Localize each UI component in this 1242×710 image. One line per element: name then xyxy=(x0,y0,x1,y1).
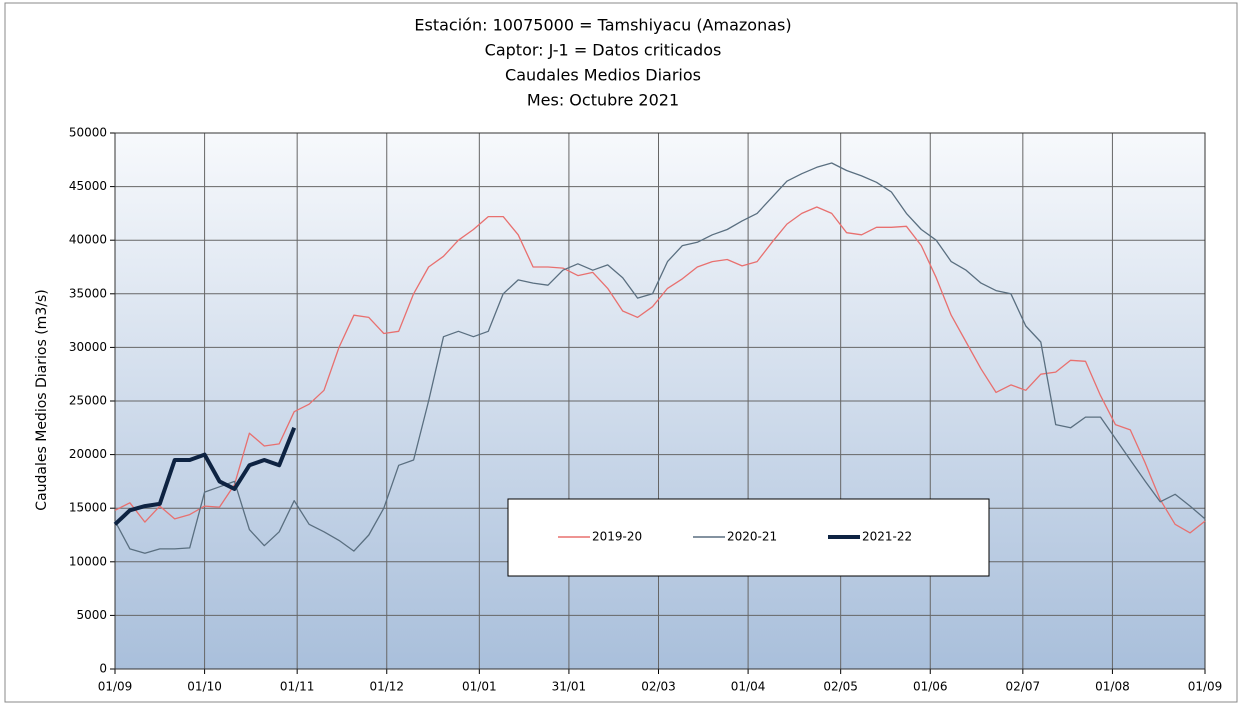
series-line xyxy=(114,206,1206,534)
chart-title: Estación: 10075000 = Tamshiyacu (Amazona… xyxy=(414,16,791,35)
y-tick-label: 35000 xyxy=(69,286,107,300)
y-tick-label: 0 xyxy=(99,662,107,676)
x-tick-label: 01/01 xyxy=(462,680,497,694)
y-tick-label: 20000 xyxy=(69,447,107,461)
series-line xyxy=(113,427,297,526)
plot-border xyxy=(114,132,1206,670)
x-tick-label: 01/10 xyxy=(187,680,222,694)
y-tick-label: 30000 xyxy=(69,340,107,354)
chart-title: Caudales Medios Diarios xyxy=(505,66,701,85)
x-tick-label: 02/05 xyxy=(823,680,858,694)
y-tick-label: 10000 xyxy=(69,554,107,568)
x-tick-label: 01/04 xyxy=(731,680,766,694)
y-axis-label: Caudales Medios Diarios (m3/s) xyxy=(34,289,50,510)
chart-title: Captor: J-1 = Datos criticados xyxy=(485,41,722,60)
y-tick-label: 15000 xyxy=(69,501,107,515)
x-tick-label: 02/07 xyxy=(1006,680,1041,694)
legend-label: 2019-20 xyxy=(592,530,642,544)
chart-title: Mes: Octubre 2021 xyxy=(527,91,679,110)
x-tick-label: 01/06 xyxy=(913,680,948,694)
x-tick-label: 01/09 xyxy=(1188,680,1223,694)
y-tick-label: 40000 xyxy=(69,233,107,247)
x-tick-label: 02/03 xyxy=(641,680,676,694)
x-tick-label: 01/11 xyxy=(280,680,315,694)
y-tick-label: 25000 xyxy=(69,394,107,408)
legend-label: 2021-22 xyxy=(862,530,912,544)
x-tick-label: 01/08 xyxy=(1095,680,1130,694)
y-tick-label: 5000 xyxy=(76,608,107,622)
legend-label: 2020-21 xyxy=(727,530,777,544)
x-tick-label: 01/12 xyxy=(369,680,404,694)
y-tick-label: 45000 xyxy=(69,179,107,193)
x-tick-label: 31/01 xyxy=(552,680,587,694)
y-tick-label: 50000 xyxy=(69,126,107,140)
series-line xyxy=(114,162,1206,554)
x-tick-label: 01/09 xyxy=(98,680,133,694)
